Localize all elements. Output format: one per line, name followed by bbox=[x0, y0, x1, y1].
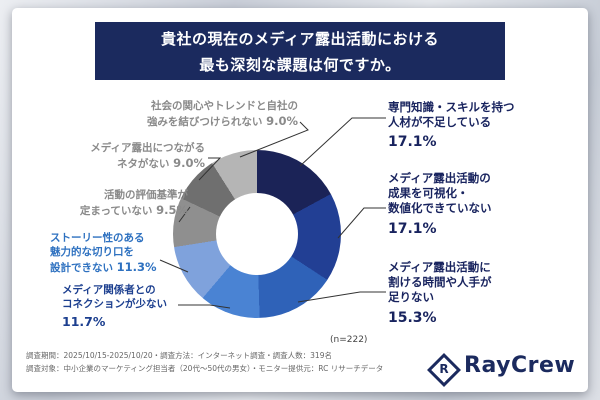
donut-chart bbox=[173, 150, 341, 318]
callout-text: 割ける時間や人手が bbox=[388, 275, 492, 290]
donut-hole bbox=[216, 193, 298, 275]
raycrew-logo: R RayCrew bbox=[420, 350, 580, 388]
callout-cannot-quantify-results: メディア露出活動の 成果を可視化・ 数値化できていない 17.1% bbox=[388, 171, 492, 238]
callout-percent: 9.0% bbox=[266, 113, 298, 128]
callout-cannot-link-trends: 社会の関心やトレンドと自社の 強みを結びつけられない 9.0% bbox=[52, 100, 298, 130]
callout-text: メディア露出活動の bbox=[388, 171, 491, 185]
callout-text: コネクションが少ない bbox=[62, 297, 167, 310]
callout-percent: 11.3% bbox=[116, 259, 157, 274]
callout-no-evaluation-criteria: 活動の評価基準が 定まっていない 9.5% bbox=[52, 189, 188, 219]
callout-percent: 17.1% bbox=[388, 220, 437, 237]
callout-text: 設計できない 11.3% bbox=[50, 259, 157, 274]
callout-percent: 15.3% bbox=[388, 309, 437, 326]
infographic-card: 貴社の現在のメディア露出活動における 最も深刻な課題は何ですか。 専門知識・スキ… bbox=[12, 8, 588, 392]
callout-talent-shortage: 専門知識・スキルを持つ 人材が不足している 17.1% bbox=[388, 100, 515, 152]
callout-text: ストーリー性のある bbox=[50, 232, 145, 244]
logo-wordmark: RayCrew bbox=[464, 353, 576, 378]
title-line-2: 最も深刻な課題は何ですか。 bbox=[199, 55, 401, 74]
callout-text: 数値化できていない bbox=[388, 201, 492, 216]
callout-text: 専門知識・スキルを持つ bbox=[388, 100, 515, 114]
callout-cannot-design-story-angle: ストーリー性のある 魅力的な切り口を 設計できない 11.3% bbox=[50, 232, 157, 276]
callout-text: 活動の評価基準が bbox=[104, 189, 188, 201]
leader-line bbox=[337, 207, 386, 239]
callout-lack-of-time-manpower: メディア露出活動に 割ける時間や人手が 足りない 15.3% bbox=[388, 260, 492, 327]
callout-percent: 17.1% bbox=[388, 134, 437, 151]
title-line-1: 貴社の現在のメディア露出活動における bbox=[161, 30, 439, 48]
callout-no-story-material: メディア露出につながる ネタがない 9.0% bbox=[52, 142, 205, 172]
callout-text: メディア露出活動に bbox=[388, 260, 491, 274]
callout-text: 魅力的な切り口を bbox=[50, 245, 134, 258]
footnote-line-2: 調査対象：中小企業のマーケティング担当者（20代～50代の男女）・モニター提供元… bbox=[26, 364, 384, 374]
callout-text: 強みを結びつけられない 9.0% bbox=[146, 113, 298, 128]
callout-text: メディア露出につながる bbox=[90, 142, 205, 154]
callout-text: 人材が不足している bbox=[388, 115, 492, 130]
callout-percent: 9.5% bbox=[156, 202, 188, 217]
callout-text: 定まっていない 9.5% bbox=[79, 202, 188, 217]
footnote-line-1: 調査期間：2025/10/15-2025/10/20・調査方法：インターネット調… bbox=[26, 351, 332, 360]
leader-line bbox=[299, 117, 386, 167]
callout-percent: 11.7% bbox=[62, 313, 106, 329]
logo-letter: R bbox=[439, 362, 449, 376]
callout-text: 成果を可視化・ bbox=[388, 186, 469, 201]
callout-text: 社会の関心やトレンドと自社の bbox=[151, 100, 298, 112]
callout-few-media-connections: メディア関係者との コネクションが少ない 11.7% bbox=[62, 284, 167, 330]
callout-text: 足りない bbox=[388, 290, 434, 305]
survey-question-title: 貴社の現在のメディア露出活動における 最も深刻な課題は何ですか。 bbox=[95, 22, 505, 80]
callout-text: メディア関係者との bbox=[62, 284, 156, 296]
survey-footnote: 調査期間：2025/10/15-2025/10/20・調査方法：インターネット調… bbox=[26, 349, 383, 375]
callout-text: ネタがない 9.0% bbox=[116, 155, 205, 170]
callout-percent: 9.0% bbox=[173, 155, 205, 170]
sample-size-label: (n=222) bbox=[330, 335, 368, 345]
